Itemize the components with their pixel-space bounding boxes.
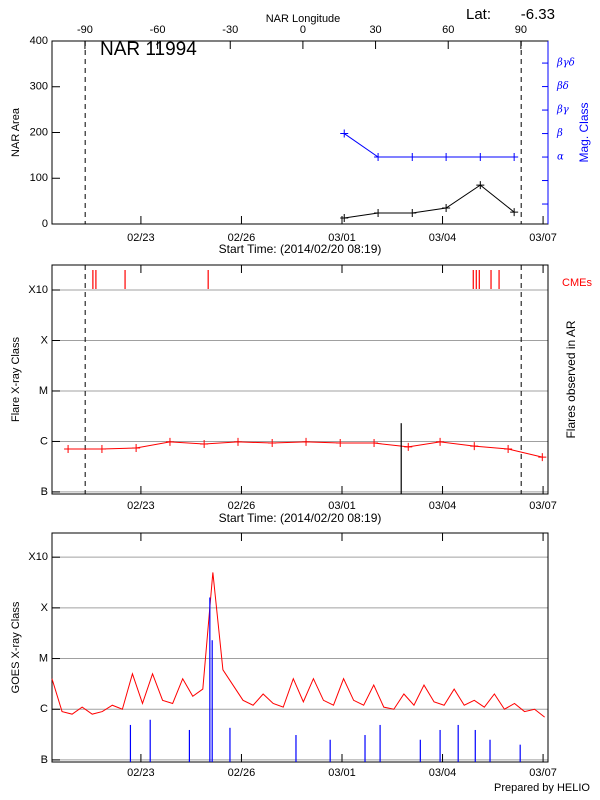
- y2-axis-label: Mag. Class: [577, 102, 591, 162]
- point-marker: [442, 203, 451, 212]
- y2-axis-label: Flares observed in AR: [564, 320, 578, 438]
- point-marker: [408, 153, 417, 162]
- point-marker: [436, 437, 445, 446]
- chart-title: NAR 11994: [100, 39, 197, 60]
- y2-tick-label: βγ: [556, 105, 569, 116]
- y-tick-label: B: [41, 754, 48, 766]
- x-tick-label: 03/01: [328, 767, 356, 779]
- point-marker: [538, 453, 547, 462]
- x2-tick-label: -30: [222, 24, 238, 36]
- y-tick-label: 200: [30, 126, 48, 138]
- x-tick-label: 02/26: [228, 767, 256, 779]
- y-tick-label: C: [40, 435, 48, 447]
- x-tick-label: 03/04: [429, 500, 457, 512]
- series-line: [343, 133, 515, 158]
- x2-tick-label: -60: [150, 24, 166, 36]
- point-marker: [476, 153, 485, 162]
- series-line: [344, 184, 515, 219]
- y2-tick-label: α: [557, 152, 564, 163]
- point-marker: [340, 214, 349, 223]
- x-tick-label: 03/04: [429, 767, 457, 779]
- x2-axis-label: NAR Longitude: [266, 13, 341, 25]
- point-marker: [64, 444, 73, 453]
- y2-tick-label: β: [556, 128, 563, 139]
- plot-frame: [51, 264, 549, 495]
- y-tick-label: B: [41, 486, 48, 498]
- point-marker: [510, 208, 519, 217]
- point-marker: [165, 437, 174, 446]
- y-tick-label: X10: [28, 284, 48, 296]
- x-tick-label: 03/01: [328, 232, 356, 244]
- x2-tick-label: 30: [369, 24, 381, 36]
- point-marker: [336, 439, 345, 448]
- y-tick-label: 300: [30, 81, 48, 93]
- y-tick-label: X: [41, 602, 49, 614]
- point-marker: [234, 437, 242, 446]
- point-marker: [302, 437, 311, 446]
- x-tick-label: 03/07: [529, 232, 557, 244]
- x-tick-label: 03/07: [529, 500, 557, 512]
- x-axis-label: Start Time: (2014/02/20 08:19): [219, 242, 382, 256]
- y-tick-label: X: [41, 334, 49, 346]
- x2-tick-label: 60: [442, 24, 454, 36]
- x2-tick-label: 0: [300, 24, 306, 36]
- x2-tick-label: -90: [77, 24, 93, 36]
- x-tick-label: 02/23: [127, 500, 155, 512]
- y2-tick-label: βδ: [556, 81, 569, 92]
- y-axis-label: NAR Area: [10, 107, 22, 157]
- x2-tick-label: 90: [515, 24, 527, 36]
- y-tick-label: C: [40, 703, 48, 715]
- point-marker: [408, 209, 417, 218]
- y-tick-label: 400: [30, 35, 48, 47]
- x-tick-label: 03/01: [328, 500, 356, 512]
- point-marker: [510, 153, 519, 162]
- point-marker: [200, 440, 209, 449]
- y-tick-label: X10: [28, 551, 48, 563]
- cme-label: CMEs: [562, 277, 592, 289]
- footer: Prepared by HELIO: [494, 782, 590, 794]
- series-line: [51, 572, 545, 718]
- y-axis-label: Flare X-ray Class: [10, 337, 22, 422]
- lat-value: -6.33: [521, 6, 555, 23]
- point-marker: [374, 209, 383, 218]
- point-marker: [404, 442, 413, 451]
- lat-label: Lat:: [466, 6, 491, 23]
- point-marker: [268, 439, 277, 448]
- point-marker: [97, 444, 106, 453]
- y-axis-label: GOES X-ray Class: [10, 601, 22, 693]
- point-marker: [476, 181, 485, 190]
- y2-tick-label: βγδ: [556, 58, 575, 69]
- x-tick-label: 02/26: [228, 232, 256, 244]
- point-marker: [370, 439, 379, 448]
- y-tick-label: M: [39, 652, 48, 664]
- y-tick-label: 100: [30, 172, 48, 184]
- x-tick-label: 02/23: [127, 767, 155, 779]
- x-tick-label: 02/26: [228, 500, 256, 512]
- point-marker: [132, 444, 141, 453]
- point-marker: [374, 153, 383, 162]
- x-tick-label: 03/04: [429, 232, 457, 244]
- point-marker: [470, 442, 479, 451]
- y-tick-label: M: [39, 385, 48, 397]
- plot-frame: [51, 532, 549, 763]
- y-tick-label: 0: [42, 218, 48, 230]
- x-tick-label: 03/07: [529, 767, 557, 779]
- x-axis-label: Start Time: (2014/02/20 08:19): [219, 511, 382, 525]
- x-tick-label: 02/23: [127, 232, 155, 244]
- point-marker: [504, 444, 513, 453]
- point-marker: [442, 153, 451, 162]
- point-marker: [340, 129, 349, 138]
